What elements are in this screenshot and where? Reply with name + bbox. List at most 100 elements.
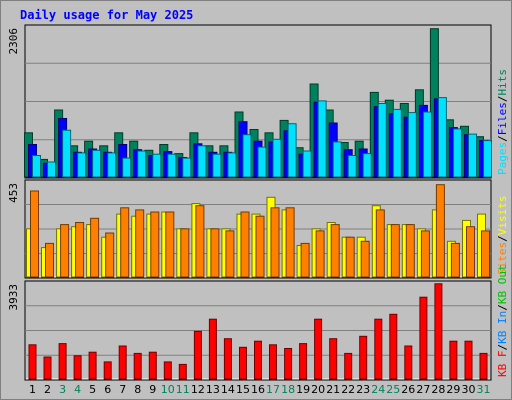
bar bbox=[332, 141, 342, 178]
bar bbox=[390, 224, 400, 278]
day-label: 2 bbox=[44, 383, 51, 396]
x-axis-day-labels: 1 2 3 4 5 6 7 8 9 10 11 12 13 14 15 16 17 18 19 20 21 22 23 24 2… bbox=[29, 383, 491, 396]
bar bbox=[193, 330, 202, 380]
bar bbox=[180, 228, 190, 278]
bar bbox=[466, 226, 475, 278]
day-label: 28 bbox=[431, 383, 445, 396]
bar bbox=[75, 222, 85, 278]
bar bbox=[73, 355, 82, 380]
bar bbox=[359, 335, 368, 380]
bar bbox=[208, 318, 217, 380]
bar bbox=[255, 215, 265, 278]
day-label: 15 bbox=[236, 383, 250, 396]
bar bbox=[163, 361, 172, 380]
bar bbox=[43, 356, 52, 380]
bar bbox=[464, 340, 473, 380]
legend-entry-files: Files bbox=[496, 102, 509, 135]
bar bbox=[314, 318, 323, 380]
bar bbox=[422, 111, 432, 178]
bar bbox=[407, 112, 417, 178]
legend-entry-kb-f: KB F bbox=[496, 351, 509, 378]
bar bbox=[223, 338, 232, 380]
bar bbox=[88, 351, 97, 380]
bar bbox=[450, 242, 460, 278]
bar bbox=[479, 352, 488, 380]
bar bbox=[269, 344, 277, 380]
bar bbox=[272, 138, 282, 178]
bar bbox=[468, 133, 477, 178]
day-label: 1 bbox=[29, 383, 36, 396]
bar bbox=[32, 155, 41, 178]
bar bbox=[481, 230, 490, 278]
day-label: 4 bbox=[74, 383, 81, 396]
day-label: 5 bbox=[89, 383, 96, 396]
bar bbox=[62, 129, 72, 178]
bar bbox=[329, 338, 338, 380]
bar bbox=[362, 153, 372, 178]
chart-panels: 2306Pages/Files/Hits453Sites/Visits3933K… bbox=[7, 24, 509, 381]
legend: Sites/Visits bbox=[496, 196, 509, 276]
legend-separator: / bbox=[496, 135, 509, 142]
bar bbox=[392, 108, 402, 178]
day-label: 30 bbox=[462, 383, 476, 396]
legend-entry-kb-in: KB In bbox=[496, 311, 509, 344]
day-label: 17 bbox=[266, 383, 280, 396]
legend-separator: / bbox=[496, 344, 509, 351]
bar bbox=[135, 209, 145, 278]
bar bbox=[420, 230, 430, 278]
bar bbox=[242, 134, 252, 178]
bar bbox=[284, 348, 293, 380]
bar bbox=[345, 236, 355, 278]
bar bbox=[302, 150, 312, 178]
day-label: 3 bbox=[59, 383, 66, 396]
bar bbox=[30, 190, 39, 278]
bar bbox=[210, 228, 220, 278]
day-label: 7 bbox=[119, 383, 126, 396]
day-label: 13 bbox=[206, 383, 220, 396]
bar bbox=[227, 152, 237, 178]
bar bbox=[92, 149, 102, 178]
chart-title: Daily usage for May 2025 bbox=[20, 8, 193, 22]
bar bbox=[285, 207, 295, 278]
day-label: 21 bbox=[326, 383, 340, 396]
series-kb-f bbox=[28, 283, 488, 380]
bar bbox=[178, 363, 187, 380]
bar bbox=[77, 152, 87, 178]
legend: Pages/Files/Hits bbox=[496, 69, 509, 175]
bar bbox=[377, 103, 387, 178]
bar bbox=[449, 340, 458, 380]
day-label: 25 bbox=[386, 383, 400, 396]
bar bbox=[148, 351, 157, 380]
legend-entry-pages: Pages bbox=[496, 142, 509, 175]
day-label: 20 bbox=[311, 383, 325, 396]
bar bbox=[270, 207, 280, 278]
bar bbox=[483, 140, 492, 178]
y-max-label: 453 bbox=[7, 183, 20, 203]
bar bbox=[360, 240, 370, 278]
day-label: 16 bbox=[251, 383, 265, 396]
bar bbox=[118, 345, 127, 380]
bar bbox=[240, 211, 250, 278]
bar bbox=[133, 352, 142, 380]
bar bbox=[257, 146, 267, 178]
bar bbox=[182, 157, 192, 178]
series-pages bbox=[32, 97, 492, 178]
day-label: 27 bbox=[416, 383, 430, 396]
bar bbox=[317, 100, 327, 178]
bar bbox=[239, 346, 247, 380]
bar bbox=[347, 155, 357, 178]
bar bbox=[28, 344, 37, 380]
legend-entry-visits: Visits bbox=[496, 196, 509, 236]
day-label: 12 bbox=[191, 383, 205, 396]
bar bbox=[225, 230, 235, 278]
y-max-label: 2306 bbox=[7, 28, 20, 55]
bar bbox=[437, 97, 447, 178]
bar bbox=[195, 205, 205, 278]
legend-separator: / bbox=[496, 235, 509, 242]
bar bbox=[152, 153, 162, 178]
day-label: 18 bbox=[281, 383, 295, 396]
day-label: 6 bbox=[104, 383, 111, 396]
day-label: 29 bbox=[446, 383, 460, 396]
bar bbox=[60, 224, 70, 278]
bar bbox=[165, 211, 175, 278]
